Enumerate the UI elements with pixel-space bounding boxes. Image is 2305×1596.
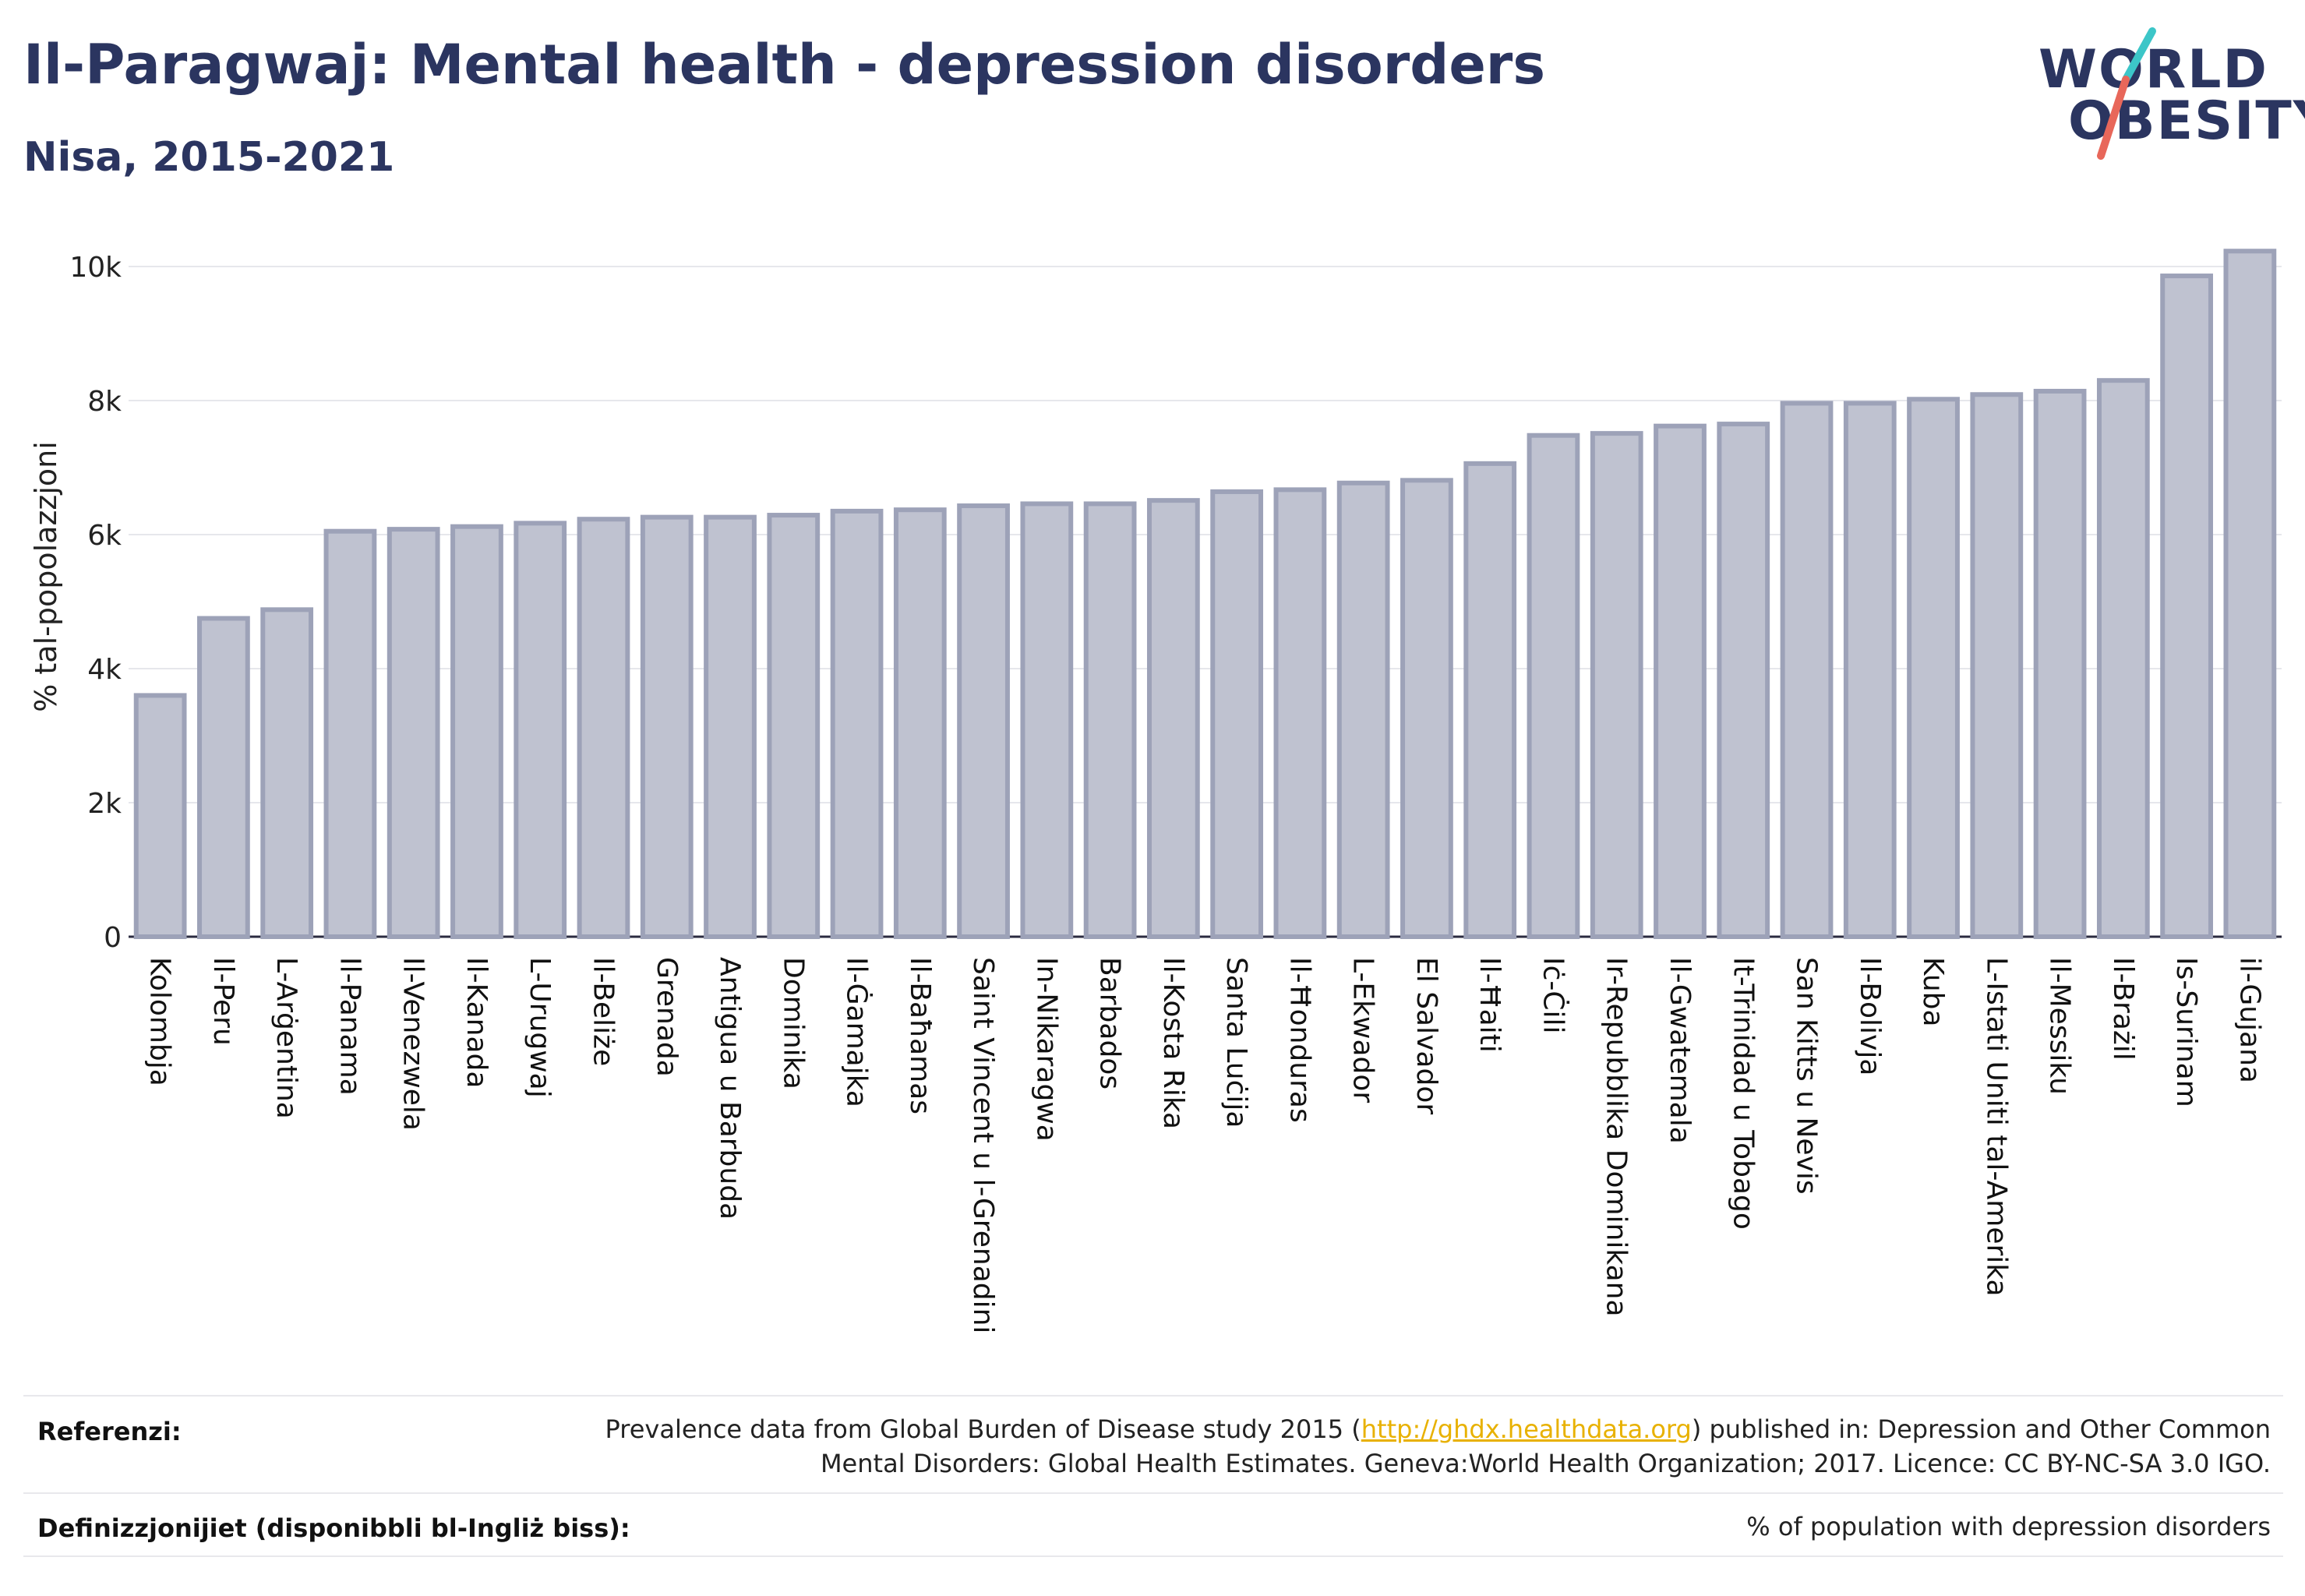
bar[interactable] xyxy=(767,513,821,939)
x-tick-label: Il-Bolivja xyxy=(1854,957,1886,1075)
bar[interactable] xyxy=(2160,274,2213,940)
bar[interactable] xyxy=(1654,423,1707,939)
bar[interactable] xyxy=(1590,431,1643,939)
bar[interactable] xyxy=(640,514,694,939)
bar[interactable] xyxy=(1907,397,1960,939)
bar[interactable] xyxy=(2033,388,2087,939)
logo-line1: WORLD xyxy=(2038,39,2268,101)
x-tick-label: Il-Beliże xyxy=(587,957,619,1066)
x-tick-label: L-Urugwaj xyxy=(524,957,556,1098)
x-tick-label: Santa Luċija xyxy=(1220,957,1252,1128)
x-tick-label: Il-Kanada xyxy=(461,957,492,1088)
x-tick-label: Iċ-Ċili xyxy=(1537,957,1569,1034)
x-tick-label: Il-Ġamajka xyxy=(841,957,874,1107)
bar[interactable] xyxy=(323,528,377,939)
bar[interactable] xyxy=(450,524,503,939)
x-tick-labels: Kolombja Il-Peru L-Arġentina Il-Panama Il-Ve… xyxy=(144,957,2266,1333)
y-tick-label: 10k xyxy=(69,252,122,284)
y-tick-label: 2k xyxy=(87,788,122,820)
x-tick-label: Il-Ħaiti xyxy=(1474,957,1505,1053)
bar[interactable] xyxy=(1273,487,1327,939)
x-tick-label: Il-Venezwela xyxy=(397,957,429,1131)
x-tick-label: Antigua u Barbuda xyxy=(714,957,746,1220)
y-axis-label: % tal-popolazzjoni xyxy=(29,441,63,712)
references-text: Prevalence data from Global Burden of Di… xyxy=(605,1412,2271,1481)
x-tick-label: Barbados xyxy=(1094,957,1126,1089)
footer-divider xyxy=(23,1395,2283,1396)
definitions-text: % of population with depression disorder… xyxy=(1746,1512,2271,1541)
bar[interactable] xyxy=(1336,480,1390,939)
x-tick-label: L-Ekwador xyxy=(1347,957,1379,1103)
bar[interactable] xyxy=(1210,489,1264,939)
references-label: Referenzi: xyxy=(37,1417,182,1446)
x-tick-label: San Kitts u Nevis xyxy=(1791,957,1823,1195)
x-tick-label: Il-Peru xyxy=(207,957,239,1046)
bar[interactable] xyxy=(514,521,567,939)
references-text-after: ) published in: Depression and Other Com… xyxy=(1691,1414,2271,1444)
bar[interactable] xyxy=(1970,392,2024,939)
y-tick-label: 6k xyxy=(87,520,122,552)
bar[interactable] xyxy=(577,517,630,939)
x-tick-label: Il-Brażil xyxy=(2107,957,2139,1061)
references-text-before: Prevalence data from Global Burden of Di… xyxy=(605,1414,1361,1444)
bar[interactable] xyxy=(1527,433,1580,939)
bar[interactable] xyxy=(387,527,440,939)
world-obesity-logo: WORLD OBESITY xyxy=(2026,23,2305,164)
footer-divider-2 xyxy=(23,1492,2283,1494)
bar[interactable] xyxy=(1463,461,1517,939)
x-tick-label: Il-Baħamas xyxy=(904,957,936,1114)
chart-subtitle: Nisa, 2015-2021 xyxy=(23,134,395,181)
x-tick-label: Dominika xyxy=(777,957,809,1089)
references-text-line2: Mental Disorders: Global Health Estimate… xyxy=(820,1449,2271,1478)
bar[interactable] xyxy=(957,503,1010,939)
bars xyxy=(133,249,2277,940)
bar[interactable] xyxy=(1843,401,1897,939)
x-tick-label: It-Trinidad u Tobago xyxy=(1727,957,1759,1230)
x-tick-label: L-Istati Uniti tal-Amerika xyxy=(1980,957,2012,1297)
x-tick-label: El Salvador xyxy=(1410,957,1442,1114)
x-tick-label: Kolombja xyxy=(144,957,176,1086)
x-tick-label: Il-Panama xyxy=(334,957,365,1096)
bar[interactable] xyxy=(1717,422,1770,939)
bar[interactable] xyxy=(893,507,947,939)
bar[interactable] xyxy=(1780,401,1834,939)
logo-slash-icon xyxy=(2097,27,2156,160)
y-tick-labels: 0 2k 4k 6k 8k 10k xyxy=(69,252,122,954)
bar[interactable] xyxy=(2223,249,2277,940)
x-tick-label: Grenada xyxy=(651,957,683,1077)
x-tick-label: L-Arġentina xyxy=(270,957,302,1119)
references-link[interactable]: http://ghdx.healthdata.org xyxy=(1361,1414,1692,1444)
x-tick-label: Il-Messiku xyxy=(2044,957,2076,1095)
bar[interactable] xyxy=(1400,478,1453,939)
x-tick-label: Kuba xyxy=(1917,957,1949,1027)
x-tick-label: In-Nikaragwa xyxy=(1030,957,1062,1142)
x-tick-label: Il-Gwatemala xyxy=(1664,957,1696,1144)
x-tick-label: Saint Vincent u l-Grenadini xyxy=(967,957,999,1333)
chart-title: Il-Paragwaj: Mental health - depression … xyxy=(23,33,1545,97)
y-tick-label: 4k xyxy=(87,654,122,686)
y-tick-label: 8k xyxy=(87,386,122,418)
definitions-label: Definizzjonijiet (disponibbli bl-Ingliż … xyxy=(37,1513,630,1543)
bar[interactable] xyxy=(133,693,187,940)
bar-chart: 0 2k 4k 6k 8k 10k Kolombja Il-Peru L-Arġentina I… xyxy=(29,249,2282,1333)
footer-divider-3 xyxy=(23,1555,2283,1557)
x-tick-label: Is-Surinam xyxy=(2170,957,2202,1107)
bar[interactable] xyxy=(197,616,250,939)
x-tick-label: il-Gujana xyxy=(2233,957,2265,1083)
bar[interactable] xyxy=(1020,501,1074,939)
bar[interactable] xyxy=(1146,498,1200,939)
x-tick-label: Il-Kosta Rika xyxy=(1157,957,1189,1129)
bar[interactable] xyxy=(2096,378,2150,939)
bar[interactable] xyxy=(1083,501,1137,939)
y-tick-label: 0 xyxy=(104,922,122,954)
x-tick-label: Il-Ħonduras xyxy=(1283,957,1315,1123)
x-tick-label: Ir-Repubblika Dominikana xyxy=(1601,957,1633,1317)
bar[interactable] xyxy=(704,514,757,939)
bar[interactable] xyxy=(260,607,314,939)
bar[interactable] xyxy=(830,508,884,939)
